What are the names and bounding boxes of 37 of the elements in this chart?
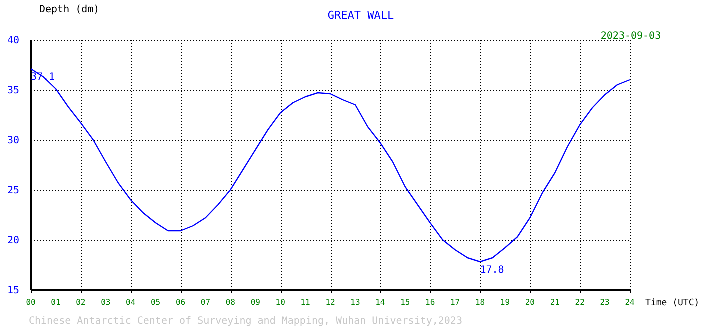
- y-tick-label: 40: [7, 36, 20, 46]
- x-tick-label: 19: [500, 298, 510, 307]
- x-axis-title: Time (UTC): [646, 298, 700, 308]
- annotation: 17.8: [480, 265, 504, 276]
- x-tick-label: 00: [26, 298, 36, 307]
- x-tick-label: 09: [250, 298, 261, 307]
- annotation: 2023-09-03: [600, 31, 662, 42]
- x-tick-label: 14: [376, 298, 386, 307]
- y-tick-label: 20: [7, 236, 20, 246]
- x-tick-label: 15: [400, 298, 410, 307]
- x-tick-label: 04: [126, 298, 136, 307]
- line-series: [30, 68, 631, 263]
- y-tick-label: 15: [7, 286, 20, 296]
- x-tick-label: 02: [76, 298, 86, 307]
- x-tick-label: 01: [51, 298, 61, 307]
- y-tick-label: 35: [7, 86, 20, 96]
- x-tick-label: 07: [200, 298, 211, 307]
- x-tick-label: 06: [176, 298, 186, 307]
- x-tick-label: 18: [475, 298, 486, 307]
- x-tick-label: 08: [226, 298, 236, 307]
- x-tick-label: 24: [625, 298, 635, 307]
- y-tick-label: 25: [7, 186, 20, 196]
- x-tick-label: 16: [426, 298, 436, 307]
- x-tick-label: 20: [525, 298, 536, 307]
- x-tick-label: 12: [326, 298, 336, 307]
- x-tick-label: 23: [600, 298, 610, 307]
- x-tick-label: 13: [350, 298, 360, 307]
- x-tick-label: 03: [101, 298, 111, 307]
- y-tick-label: 30: [7, 136, 20, 146]
- x-tick-label: 11: [300, 298, 311, 307]
- x-tick-label: 17: [450, 298, 460, 307]
- x-tick-label: 22: [575, 298, 586, 307]
- y-axis-title: Depth (dm): [40, 4, 100, 16]
- chart-title: GREAT WALL: [328, 9, 394, 22]
- x-tick-label: 05: [150, 298, 161, 307]
- x-tick-label: 21: [550, 298, 560, 307]
- x-tick-label: 10: [276, 298, 286, 307]
